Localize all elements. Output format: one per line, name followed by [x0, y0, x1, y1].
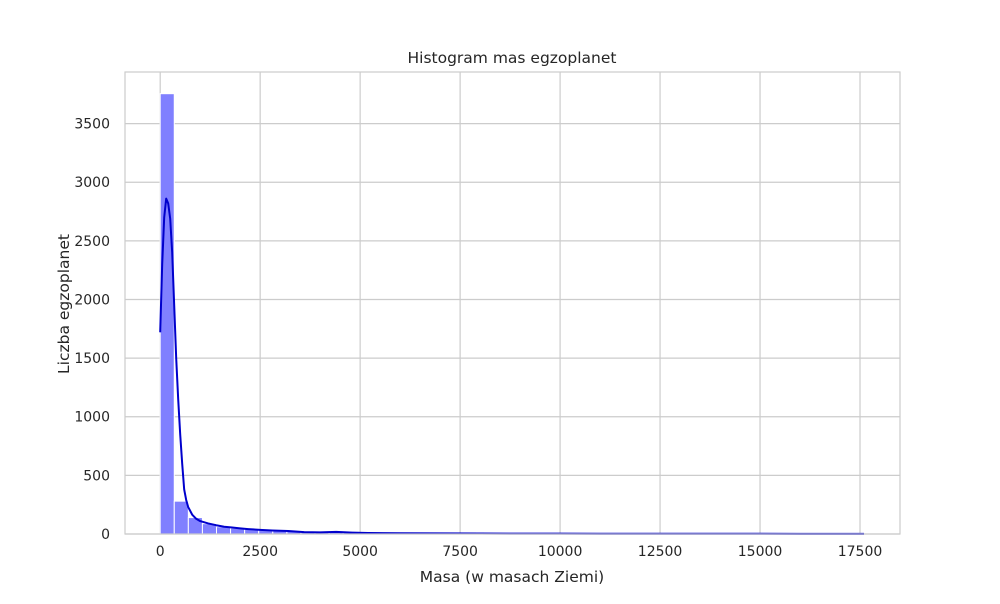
- chart-title: Histogram mas egzoplanet: [407, 49, 616, 67]
- histogram-bar: [174, 501, 188, 534]
- axes-frame: [125, 72, 900, 534]
- x-tick-label: 10000: [538, 544, 583, 560]
- x-tick-label: 0: [156, 544, 165, 560]
- x-tick-label: 15000: [738, 544, 783, 560]
- x-tick-label: 12500: [638, 544, 683, 560]
- y-axis-label: Liczba egzoplanet: [55, 234, 73, 374]
- histogram-bar: [160, 94, 174, 534]
- x-tick-label: 17500: [838, 544, 883, 560]
- y-tick-labels: 0 500 1000 1500 2000 2500 3000 3500: [74, 117, 110, 543]
- x-tick-label: 7500: [442, 544, 478, 560]
- y-tick-label: 1500: [74, 351, 110, 367]
- x-tick-label: 2500: [242, 544, 278, 560]
- x-tick-label: 5000: [342, 544, 378, 560]
- spines-layer: [125, 72, 900, 534]
- grid-layer: [125, 72, 900, 534]
- y-tick-label: 1000: [74, 410, 110, 426]
- y-tick-label: 2500: [74, 234, 110, 250]
- y-tick-label: 2000: [74, 292, 110, 308]
- y-tick-label: 3500: [74, 117, 110, 133]
- kde-line: [160, 199, 864, 534]
- y-tick-label: 3000: [74, 175, 110, 191]
- x-tick-labels: 0 2500 5000 7500 10000 12500 15000 17500: [156, 544, 883, 560]
- x-axis-label: Masa (w masach Ziemi): [420, 568, 604, 586]
- kde-layer: [160, 199, 864, 534]
- y-tick-label: 500: [83, 468, 110, 484]
- y-tick-label: 0: [101, 527, 110, 543]
- bars-layer: [160, 94, 864, 534]
